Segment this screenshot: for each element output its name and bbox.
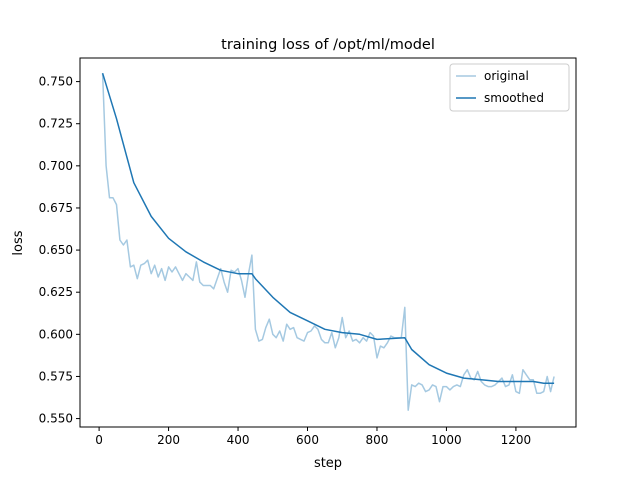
- legend-label-original: original: [484, 69, 529, 83]
- y-tick-label: 0.600: [39, 327, 73, 341]
- y-tick-label: 0.575: [39, 369, 73, 383]
- x-tick-label: 200: [157, 433, 180, 447]
- series-line-original: [101, 73, 555, 411]
- y-tick-label: 0.675: [39, 201, 73, 215]
- x-tick-label: 0: [95, 433, 103, 447]
- y-tick-label: 0.550: [39, 412, 73, 426]
- legend-label-smoothed: smoothed: [484, 91, 544, 105]
- plot-frame: [79, 57, 577, 428]
- legend-box: [449, 63, 570, 112]
- y-axis-label: loss: [11, 230, 26, 255]
- chart-title: training loss of /opt/ml/model: [221, 37, 435, 53]
- x-tick-label: 600: [296, 433, 319, 447]
- x-tick-label: 400: [227, 433, 250, 447]
- y-tick-label: 0.650: [39, 243, 73, 257]
- x-axis-label: step: [314, 456, 342, 471]
- x-tick-label: 800: [366, 433, 389, 447]
- x-tick-label: 1200: [501, 433, 532, 447]
- y-tick-label: 0.625: [39, 285, 73, 299]
- x-tick-label: 1000: [431, 433, 462, 447]
- legend: original smoothed: [449, 63, 570, 112]
- y-tick-label: 0.700: [39, 159, 73, 173]
- series-line-smoothed: [101, 72, 555, 384]
- y-tick-label: 0.750: [39, 75, 73, 89]
- y-tick-label: 0.725: [39, 117, 73, 131]
